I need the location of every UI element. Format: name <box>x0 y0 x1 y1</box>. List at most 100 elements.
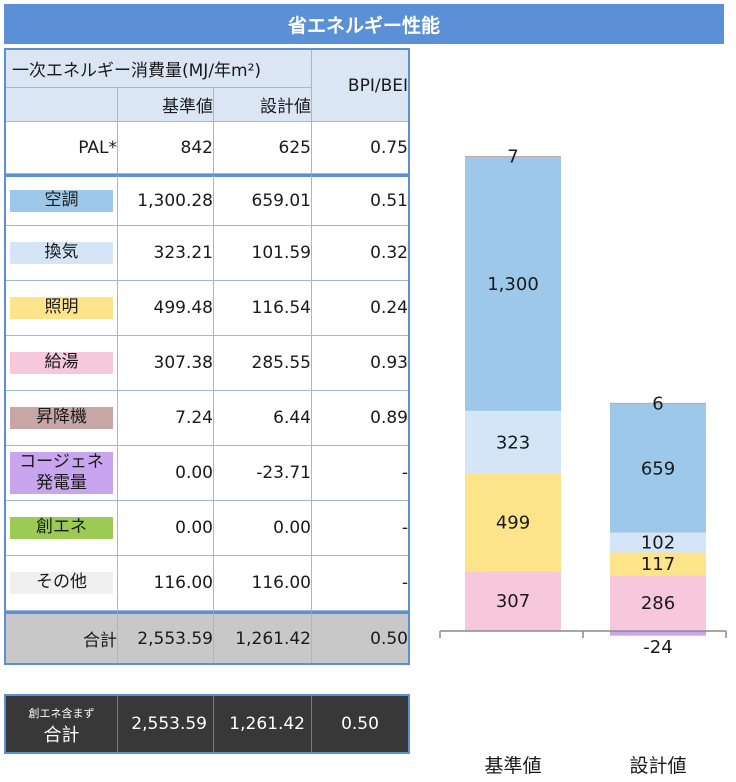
cell-standard: 499.48 <box>118 281 214 336</box>
row-label: 空調 <box>10 190 113 212</box>
cell-ratio: 0.75 <box>312 122 408 174</box>
data-label: 659 <box>641 458 675 479</box>
cell-standard: 842 <box>118 122 214 174</box>
excl-total-standard: 2,553.59 <box>118 696 214 752</box>
bar-segment <box>465 156 561 158</box>
excl-total-ratio: 0.50 <box>312 696 408 752</box>
data-label: 6 <box>652 393 663 414</box>
header-energy: 一次エネルギー消費量(MJ/年m²) <box>6 50 312 88</box>
cell-design: 0.00 <box>214 501 312 556</box>
category-label: 基準値 <box>484 755 541 777</box>
row-total: 合計 2,553.59 1,261.42 0.50 <box>6 611 408 663</box>
data-label: 323 <box>496 432 530 453</box>
bar-segment <box>610 404 706 533</box>
row-label-line2: 発電量 <box>36 473 87 493</box>
row-label: PAL* <box>6 122 118 174</box>
row-label-cell: 給湯 <box>6 336 118 391</box>
bar-segment <box>610 532 706 553</box>
cell-design: 285.55 <box>214 336 312 391</box>
cell-ratio: 0.32 <box>312 226 408 281</box>
row-lighting: 照明 499.48 116.54 0.24 <box>6 281 408 336</box>
row-other: その他 116.00 116.00 - <box>6 556 408 611</box>
row-label: 給湯 <box>10 352 113 374</box>
row-label-cell: 創エネ <box>6 501 118 556</box>
total-excluding-creation: 創エネ含まず 合計 2,553.59 1,261.42 0.50 <box>4 694 410 754</box>
row-label-cell: 換気 <box>6 226 118 281</box>
row-label: その他 <box>10 572 113 594</box>
cell-ratio: - <box>312 556 408 611</box>
cell-ratio: 0.24 <box>312 281 408 336</box>
excl-total-label-small: 創エネ含まず <box>28 707 95 720</box>
cell-design: 116.00 <box>214 556 312 611</box>
cell-design: 659.01 <box>214 174 312 226</box>
data-label: 1,300 <box>487 274 539 295</box>
cell-design: -23.71 <box>214 446 312 501</box>
category-label: 設計値 <box>629 755 686 777</box>
row-energy-creation: 創エネ 0.00 0.00 - <box>6 501 408 556</box>
data-label: 117 <box>641 554 675 575</box>
cell-design: 625 <box>214 122 312 174</box>
row-label-cell: 昇降機 <box>6 391 118 446</box>
energy-table: 一次エネルギー消費量(MJ/年m²) BPI/BEI 基準値 設計値 PAL* … <box>4 48 410 665</box>
cell-standard: 7.24 <box>118 391 214 446</box>
row-label: 合計 <box>6 611 118 663</box>
row-label-cell: コージェネ 発電量 <box>6 446 118 501</box>
bar-segment <box>610 575 706 631</box>
row-elevator: 昇降機 7.24 6.44 0.89 <box>6 391 408 446</box>
header-energy-text: 一次エネルギー消費量(MJ/年m²) <box>12 61 262 81</box>
data-label: 307 <box>496 591 530 612</box>
data-label: 7 <box>507 147 518 168</box>
bar-segment <box>465 571 561 631</box>
cell-ratio: 0.51 <box>312 174 408 226</box>
bar-segment <box>465 410 561 474</box>
cell-standard: 307.38 <box>118 336 214 391</box>
row-label-cell: 照明 <box>6 281 118 336</box>
cell-design: 116.54 <box>214 281 312 336</box>
bar-segment <box>610 402 706 405</box>
header-ratio: BPI/BEI <box>312 50 408 122</box>
row-label-cell: 空調 <box>6 174 118 226</box>
row-hvac: 空調 1,300.28 659.01 0.51 <box>6 174 408 226</box>
bar-segment <box>465 157 561 411</box>
header-blank <box>6 88 118 122</box>
bar-segment <box>610 552 706 576</box>
header-standard: 基準値 <box>118 88 214 122</box>
excl-total-label-big: 合計 <box>43 725 80 746</box>
data-label: -24 <box>643 637 672 658</box>
cell-design: 101.59 <box>214 226 312 281</box>
cell-standard: 2,553.59 <box>118 611 214 663</box>
cell-standard: 116.00 <box>118 556 214 611</box>
row-pal: PAL* 842 625 0.75 <box>6 122 408 174</box>
bar-segment <box>465 473 561 572</box>
cell-design: 1,261.42 <box>214 611 312 663</box>
row-label-cell: その他 <box>6 556 118 611</box>
row-label: 照明 <box>10 297 113 319</box>
cell-standard: 0.00 <box>118 501 214 556</box>
cell-design: 6.44 <box>214 391 312 446</box>
excl-total-label: 創エネ含まず 合計 <box>6 696 118 752</box>
row-label: コージェネ 発電量 <box>10 451 113 495</box>
data-label: 286 <box>641 593 675 614</box>
cell-ratio: 0.89 <box>312 391 408 446</box>
page-title: 省エネルギー性能 <box>4 4 724 44</box>
cell-standard: 0.00 <box>118 446 214 501</box>
row-label: 創エネ <box>10 517 113 539</box>
bar-segment <box>610 631 706 636</box>
row-cogeneration: コージェネ 発電量 0.00 -23.71 - <box>6 446 408 501</box>
row-label: 換気 <box>10 242 113 264</box>
row-ventilation: 換気 323.21 101.59 0.32 <box>6 226 408 281</box>
cell-ratio: - <box>312 501 408 556</box>
data-label: 102 <box>641 532 675 553</box>
row-hot-water: 給湯 307.38 285.55 0.93 <box>6 336 408 391</box>
row-label-line1: コージェネ <box>19 451 104 472</box>
cell-ratio: 0.93 <box>312 336 408 391</box>
cell-standard: 1,300.28 <box>118 174 214 226</box>
header-design: 設計値 <box>214 88 312 122</box>
excl-total-design: 1,261.42 <box>214 696 312 752</box>
data-label: 499 <box>496 512 530 533</box>
row-label: 昇降機 <box>10 407 113 429</box>
cell-standard: 323.21 <box>118 226 214 281</box>
cell-ratio: - <box>312 446 408 501</box>
cell-ratio: 0.50 <box>312 611 408 663</box>
